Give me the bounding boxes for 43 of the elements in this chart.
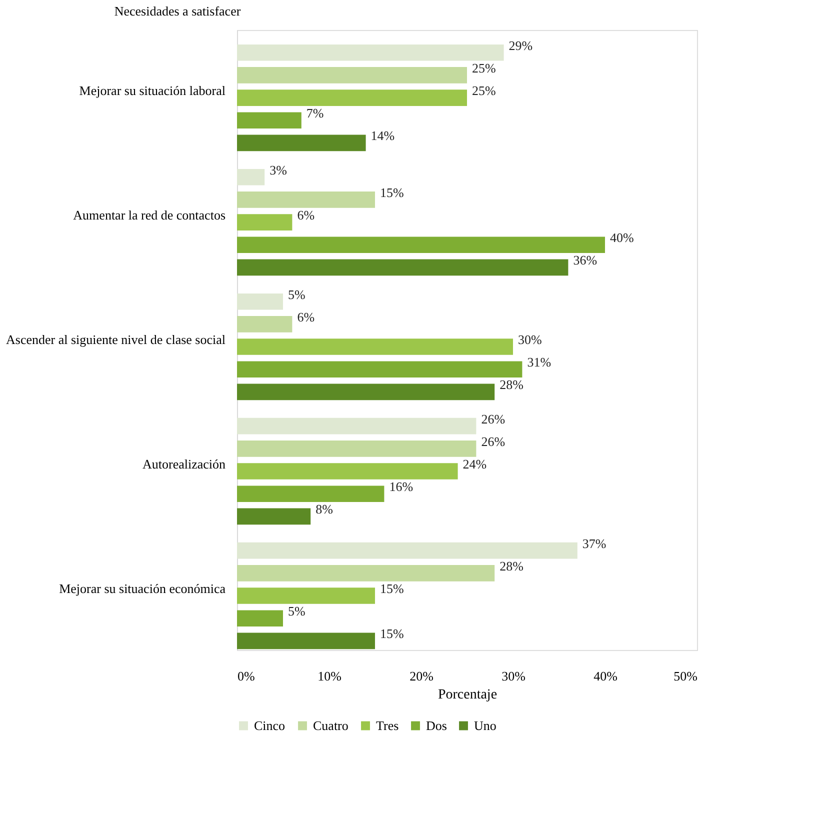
x-tick-label: 50% — [674, 668, 698, 684]
data-label: 40% — [610, 230, 634, 246]
legend-label: Uno — [474, 718, 496, 733]
data-label: 7% — [306, 106, 324, 121]
y-axis-title: Necesidades a satisfacer — [114, 4, 242, 18]
legend-label: Cinco — [254, 718, 286, 733]
data-label: 5% — [288, 286, 306, 302]
data-label: 14% — [370, 128, 395, 144]
data-label: 6% — [297, 208, 315, 222]
data-label: 26% — [481, 434, 506, 449]
x-tick-label: 10% — [318, 668, 342, 684]
data-label: 16% — [389, 479, 414, 494]
data-label: 28% — [500, 377, 524, 392]
x-tick-label: 40% — [594, 668, 618, 684]
data-label: 15% — [380, 184, 404, 200]
data-label: 24% — [462, 456, 487, 472]
y-tick-label: Ascender al siguiente nivel de clase social — [6, 332, 226, 347]
legend-label: Cuatro — [313, 718, 348, 733]
data-label: 3% — [270, 162, 288, 178]
y-tick-label: Mejorar su situación laboral — [79, 83, 226, 98]
data-label: 15% — [380, 580, 404, 596]
data-label: 30% — [518, 332, 542, 347]
data-label: 25% — [472, 83, 496, 98]
x-tick-label: 20% — [410, 668, 434, 684]
data-label: 29% — [508, 38, 533, 53]
data-label: 31% — [527, 354, 552, 370]
x-tick-label: 30% — [502, 668, 526, 684]
data-label: 8% — [316, 502, 334, 517]
data-label: 26% — [481, 411, 506, 426]
y-tick-label: Aumentar la red de contactos — [73, 208, 226, 222]
y-tick-label: Mejorar su situación económica — [59, 580, 226, 596]
data-label: 6% — [297, 309, 315, 324]
data-label: 37% — [582, 536, 606, 551]
legend-label: Dos — [426, 718, 447, 733]
data-label: 5% — [288, 604, 306, 619]
data-label: 15% — [380, 626, 404, 642]
y-tick-label: Autorealización — [142, 456, 226, 472]
x-axis-title: Porcentaje — [438, 688, 498, 702]
data-label: 28% — [500, 558, 524, 574]
data-label: 25% — [472, 60, 496, 76]
data-label: 36% — [573, 252, 598, 268]
x-tick-label: 0% — [238, 668, 255, 684]
legend-label: Tres — [376, 718, 399, 733]
